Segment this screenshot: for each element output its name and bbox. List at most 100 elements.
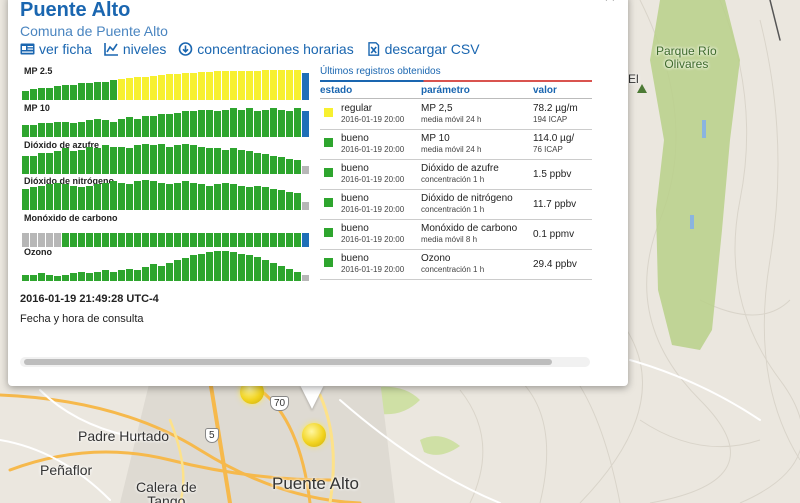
sparkline-bar[interactable] [190, 183, 197, 210]
sparkline-bar[interactable] [294, 160, 301, 174]
sparkline-bar[interactable] [294, 70, 301, 100]
sparkline-bar[interactable] [182, 111, 189, 137]
sparkline-bar[interactable] [70, 151, 77, 174]
sparkline-bar[interactable] [294, 233, 301, 247]
sparkline-bar[interactable] [190, 233, 197, 247]
sparkline-bar[interactable] [182, 233, 189, 247]
sparkline-bar[interactable] [214, 233, 221, 247]
sparkline-bar[interactable] [118, 147, 125, 174]
sparkline-bar[interactable] [174, 260, 181, 281]
sparkline-bar[interactable] [54, 233, 61, 247]
sparkline-bar[interactable] [278, 70, 285, 100]
sparkline-bar[interactable] [254, 186, 261, 210]
sparkline-bar[interactable] [198, 233, 205, 247]
sparkline-bar[interactable] [302, 166, 309, 174]
sparkline-bar[interactable] [30, 125, 37, 137]
sparkline-bar[interactable] [238, 110, 245, 137]
sparkline-bar[interactable] [278, 190, 285, 210]
sparkline-bar[interactable] [70, 123, 77, 137]
horizontal-scrollbar[interactable] [20, 357, 590, 367]
sparkline-bar[interactable] [22, 125, 29, 137]
sparkline-bar[interactable] [78, 122, 85, 137]
sparkline-bar[interactable] [62, 275, 69, 281]
sparkline-bar[interactable] [126, 78, 133, 100]
sparkline-bar[interactable] [30, 156, 37, 174]
sparkline-bar[interactable] [126, 269, 133, 281]
sparkline-bar[interactable] [142, 77, 149, 100]
sparkline-bar[interactable] [86, 83, 93, 100]
sparkline-bar[interactable] [54, 122, 61, 137]
sparkline-bar[interactable] [270, 108, 277, 137]
sparkline-bar[interactable] [102, 145, 109, 174]
sparkline-bar[interactable] [94, 272, 101, 281]
sparkline-bar[interactable] [262, 154, 269, 174]
sparkline-bar[interactable] [118, 270, 125, 281]
sparkline-bar[interactable] [38, 153, 45, 174]
sparkline-bar[interactable] [142, 267, 149, 281]
sparkline-bar[interactable] [166, 263, 173, 281]
sparkline-bar[interactable] [230, 71, 237, 100]
sparkline-bar[interactable] [254, 233, 261, 247]
sparkline-bar[interactable] [182, 144, 189, 174]
sparkline-bar[interactable] [78, 272, 85, 281]
sparkline-bar[interactable] [190, 111, 197, 137]
sparkline-bar[interactable] [134, 145, 141, 174]
sparkline-bar[interactable] [198, 147, 205, 174]
sparkline-bar[interactable] [30, 187, 37, 210]
sparkline-bar[interactable] [254, 153, 261, 174]
sparkline-bar[interactable] [222, 110, 229, 137]
sparkline-bar[interactable] [126, 184, 133, 210]
sparkline-bar[interactable] [142, 180, 149, 210]
sparkline-bar[interactable] [150, 76, 157, 100]
sparkline-bar[interactable] [38, 123, 45, 137]
sparkline-bar[interactable] [38, 186, 45, 210]
sparkline-bar[interactable] [22, 233, 29, 247]
sparkline-bar[interactable] [30, 275, 37, 281]
sparkline-bar[interactable] [238, 233, 245, 247]
sparkline-bar[interactable] [286, 233, 293, 247]
sparkline-bar[interactable] [230, 233, 237, 247]
sparkline-bar[interactable] [262, 70, 269, 100]
sparkline-bar[interactable] [134, 119, 141, 137]
sparkline-bar[interactable] [286, 192, 293, 210]
sparkline-bar[interactable] [286, 159, 293, 174]
sparkline-bar[interactable] [94, 148, 101, 174]
sparkline-bar[interactable] [246, 255, 253, 281]
sparkline-bar[interactable] [110, 122, 117, 137]
sparkline-bar[interactable] [62, 233, 69, 247]
sparkline-bar[interactable] [174, 145, 181, 174]
sparkline-bar[interactable] [22, 275, 29, 281]
sparkline-bar[interactable] [278, 266, 285, 281]
sparkline-bar[interactable] [198, 72, 205, 100]
sparkline-bar[interactable] [118, 119, 125, 137]
sparkline-bar[interactable] [206, 110, 213, 137]
sparkline-bar[interactable] [230, 184, 237, 210]
sparkline-bar[interactable] [142, 116, 149, 137]
sparkline-bar[interactable] [174, 74, 181, 100]
sparkline-bar[interactable] [118, 183, 125, 210]
sparkline-bar[interactable] [294, 193, 301, 210]
sparkline-bar[interactable] [22, 91, 29, 100]
sparkline-bar[interactable] [62, 122, 69, 137]
sparkline-bar[interactable] [62, 148, 69, 174]
sparkline-bar[interactable] [86, 186, 93, 210]
sparkline-bar[interactable] [126, 233, 133, 247]
sparkline-bar[interactable] [62, 184, 69, 210]
sparkline-bar[interactable] [54, 151, 61, 174]
sparkline-bar[interactable] [238, 150, 245, 174]
sparkline-bar[interactable] [238, 71, 245, 100]
sparkline-bar[interactable] [118, 233, 125, 247]
sparkline-bar[interactable] [158, 75, 165, 100]
sparkline-bar[interactable] [70, 186, 77, 210]
sparkline-bar[interactable] [166, 184, 173, 210]
sparkline-bar[interactable] [262, 110, 269, 137]
sparkline-bar[interactable] [198, 254, 205, 281]
sparkline-bar[interactable] [222, 233, 229, 247]
sparkline-bar[interactable] [286, 269, 293, 281]
sparkline-bar[interactable] [134, 181, 141, 210]
sparkline-bar[interactable] [46, 123, 53, 137]
sparkline-bar[interactable] [54, 276, 61, 281]
sparkline-bar[interactable] [302, 233, 309, 247]
sparkline-bar[interactable] [174, 183, 181, 210]
sparkline-bar[interactable] [206, 252, 213, 281]
